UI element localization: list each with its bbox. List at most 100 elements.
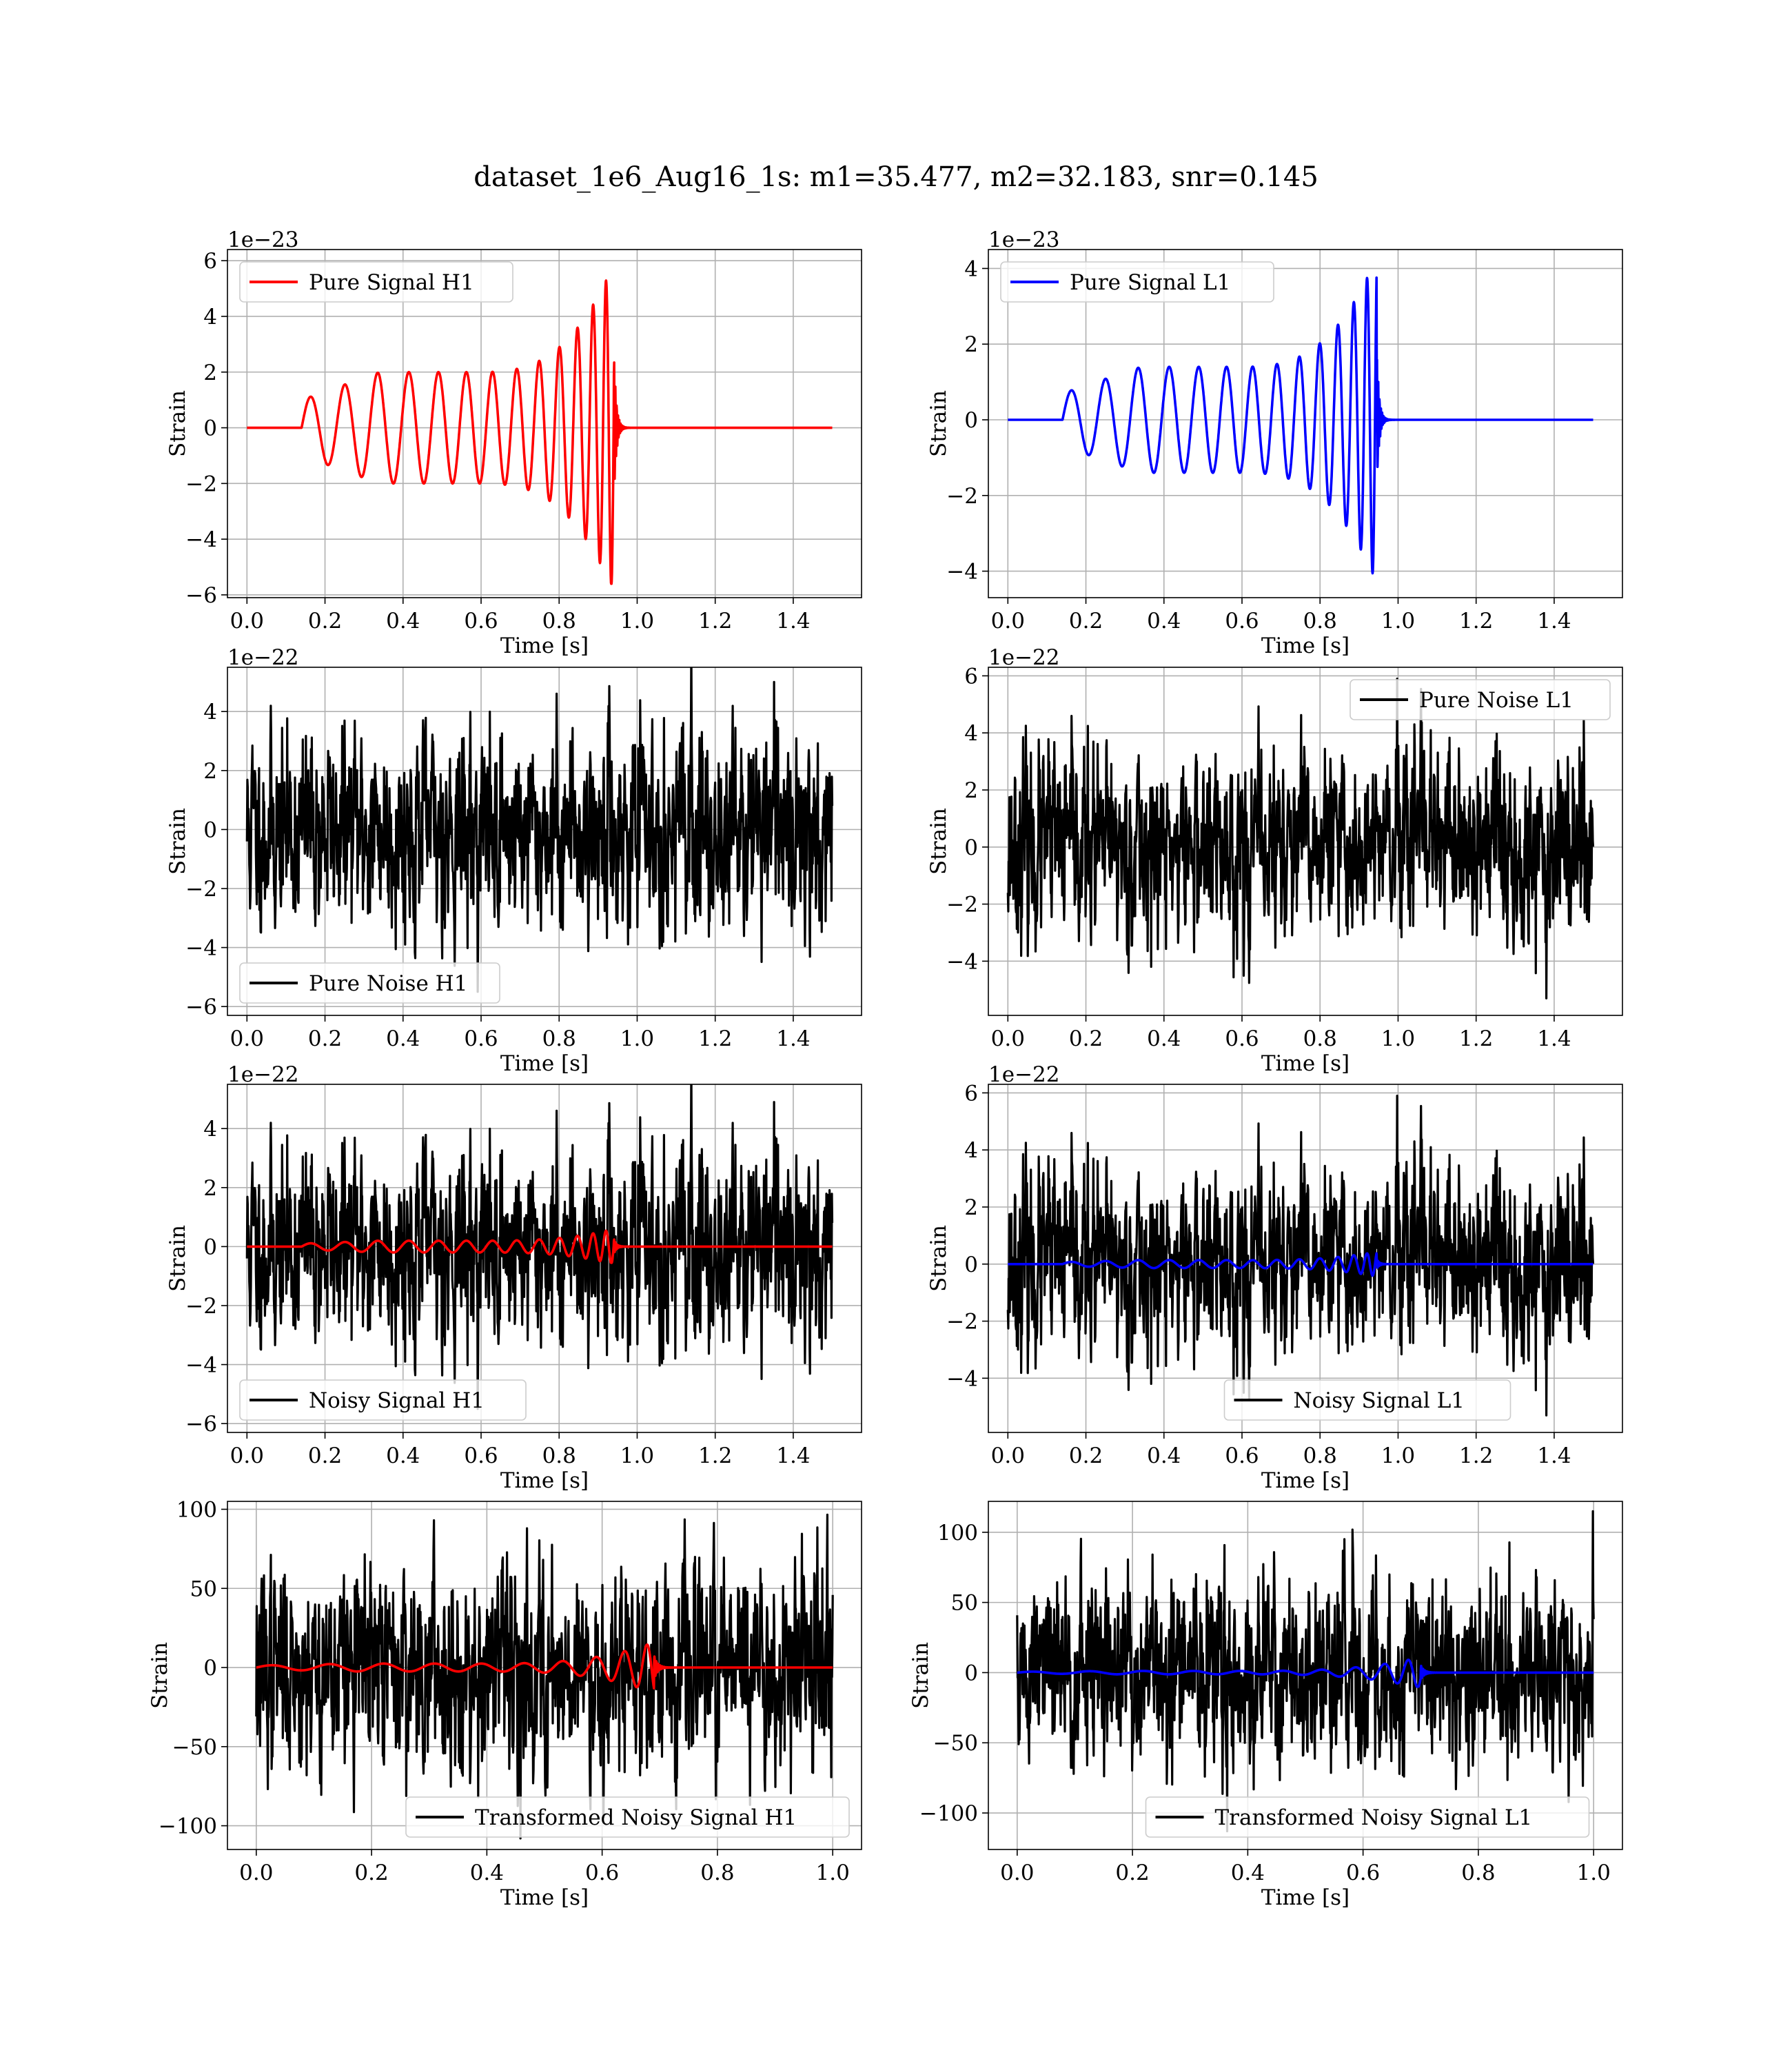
x-tick-label: 1.4 <box>1537 1026 1571 1051</box>
y-tick-label: −4 <box>185 1353 217 1378</box>
x-tick-label: 0.6 <box>1346 1861 1380 1885</box>
pure-signal-h1-line <box>245 279 833 585</box>
series-group <box>245 667 834 993</box>
x-tick-label: 1.2 <box>1459 609 1493 633</box>
x-tick-label: 1.4 <box>776 609 810 633</box>
x-tick-label: 0.2 <box>1069 609 1103 633</box>
x-tick-label: 0.2 <box>354 1861 388 1885</box>
transformed-noisy-signal-l1-line <box>1016 1510 1595 1833</box>
y-tick-label: −6 <box>185 995 217 1020</box>
y-tick-label: 0 <box>203 818 217 842</box>
x-axis-label: Time [s] <box>500 633 589 658</box>
series-group <box>245 1084 834 1410</box>
x-tick-label: 0.6 <box>1225 609 1259 633</box>
y-tick-label: 0 <box>203 1656 217 1681</box>
y-offset-text: 1e−22 <box>988 645 1060 670</box>
x-tick-label: 0.2 <box>1069 1443 1103 1468</box>
legend-box <box>1350 679 1611 720</box>
x-tick-label: 0.4 <box>1147 1443 1181 1468</box>
y-tick-label: −4 <box>185 527 217 552</box>
y-tick-label: −2 <box>185 472 217 496</box>
y-tick-label: −2 <box>185 877 217 902</box>
x-tick-label: 0.2 <box>308 609 342 633</box>
y-tick-label: −4 <box>946 560 978 585</box>
x-tick-label: 0.4 <box>1147 1026 1181 1051</box>
y-tick-label: 6 <box>964 664 978 689</box>
x-tick-label: 0.6 <box>585 1861 619 1885</box>
x-axis-label: Time [s] <box>500 1051 589 1076</box>
legend-box <box>239 261 513 303</box>
y-tick-label: 4 <box>203 305 217 330</box>
x-tick-label: 1.2 <box>698 609 732 633</box>
axes-frame <box>227 1501 862 1850</box>
y-tick-label: 100 <box>176 1497 217 1522</box>
noisy-signal-h1-axes: 0.0 0.2 0.4 0.6 0.8 1.0 1.2 1.4 −6 −4 −2 0 2 4 1e−22 Ti… <box>165 1062 862 1493</box>
legend-box <box>239 962 500 1004</box>
x-tick-label: 0.6 <box>464 1443 498 1468</box>
x-tick-label: 0.4 <box>1231 1861 1265 1885</box>
y-axis-label: Strain <box>908 1642 933 1709</box>
x-tick-label: 0.8 <box>1303 609 1337 633</box>
x-tick-label: 0.0 <box>239 1861 273 1885</box>
legend-box <box>1000 261 1274 303</box>
y-tick-label: 2 <box>203 1176 217 1201</box>
y-tick-label: −100 <box>919 1801 978 1826</box>
legend: Pure Noise L1 <box>1350 679 1611 720</box>
axes-frame <box>227 249 862 598</box>
legend-label: Pure Noise L1 <box>1419 688 1574 713</box>
legend-label: Pure Signal H1 <box>309 270 474 295</box>
y-offset-text: 1e−22 <box>227 645 299 670</box>
pure-noise-l1-axes: 0.0 0.2 0.4 0.6 0.8 1.0 1.2 1.4 −4 −2 0 2 4 6 1e−22 Tim… <box>926 645 1623 1076</box>
pure-signal-l1-line <box>1006 276 1594 575</box>
template-signal-line <box>1016 1659 1595 1688</box>
x-axis-label: Time [s] <box>500 1468 589 1493</box>
y-axis-label: Strain <box>926 808 951 875</box>
y-tick-label: −2 <box>946 484 978 509</box>
x-tick-label: 0.2 <box>1069 1026 1103 1051</box>
series-group <box>1006 677 1595 1000</box>
x-axis-label: Time [s] <box>1261 633 1350 658</box>
y-tick-label: −4 <box>185 936 217 961</box>
x-tick-label: 1.0 <box>620 1443 654 1468</box>
y-tick-label: 2 <box>203 759 217 784</box>
x-tick-label: 1.2 <box>698 1443 732 1468</box>
axes-frame <box>227 1084 862 1433</box>
legend: Transformed Noisy Signal L1 <box>1145 1796 1590 1838</box>
x-tick-label: 1.0 <box>816 1861 850 1885</box>
legend-label: Pure Noise H1 <box>309 971 467 996</box>
template-signal-line <box>1006 1252 1594 1277</box>
legend-label: Noisy Signal L1 <box>1294 1388 1465 1413</box>
x-tick-label: 0.4 <box>386 1026 420 1051</box>
y-tick-label: 4 <box>964 1138 978 1163</box>
legend-label: Noisy Signal H1 <box>309 1388 485 1413</box>
x-axis-label: Time [s] <box>1261 1051 1350 1076</box>
x-tick-label: 0.6 <box>1225 1026 1259 1051</box>
y-tick-label: 2 <box>964 1195 978 1220</box>
x-tick-label: 0.8 <box>1303 1026 1337 1051</box>
y-tick-label: 50 <box>951 1591 978 1616</box>
x-tick-label: 0.6 <box>464 1026 498 1051</box>
legend-box <box>1223 1379 1511 1421</box>
x-tick-label: 0.2 <box>1115 1861 1149 1885</box>
y-offset-text: 1e−23 <box>988 227 1060 252</box>
figure-title: dataset_1e6_Aug16_1s: m1=35.477, m2=32.1… <box>474 161 1318 193</box>
noisy-signal-l1-line <box>1006 1094 1595 1417</box>
series-group <box>245 279 833 585</box>
y-tick-label: 4 <box>203 1117 217 1142</box>
y-tick-label: −50 <box>172 1735 217 1760</box>
x-tick-label: 1.4 <box>776 1443 810 1468</box>
axes-frame <box>227 667 862 1016</box>
axes-frame <box>988 249 1623 598</box>
x-tick-label: 0.8 <box>700 1861 734 1885</box>
x-axis-label: Time [s] <box>1261 1468 1350 1493</box>
noisy-signal-l1-axes: 0.0 0.2 0.4 0.6 0.8 1.0 1.2 1.4 −4 −2 0 2 4 6 1e−22 Tim… <box>926 1062 1623 1493</box>
x-tick-label: 1.0 <box>620 609 654 633</box>
x-tick-label: 1.2 <box>1459 1026 1493 1051</box>
x-tick-label: 0.4 <box>470 1861 504 1885</box>
legend: Pure Signal H1 <box>239 261 513 303</box>
legend-box <box>239 1379 527 1421</box>
x-tick-label: 0.0 <box>991 1026 1025 1051</box>
axes-frame <box>988 1501 1623 1850</box>
x-tick-label: 1.2 <box>1459 1443 1493 1468</box>
